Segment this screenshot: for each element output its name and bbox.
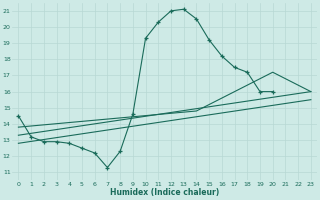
X-axis label: Humidex (Indice chaleur): Humidex (Indice chaleur) [110, 188, 219, 197]
